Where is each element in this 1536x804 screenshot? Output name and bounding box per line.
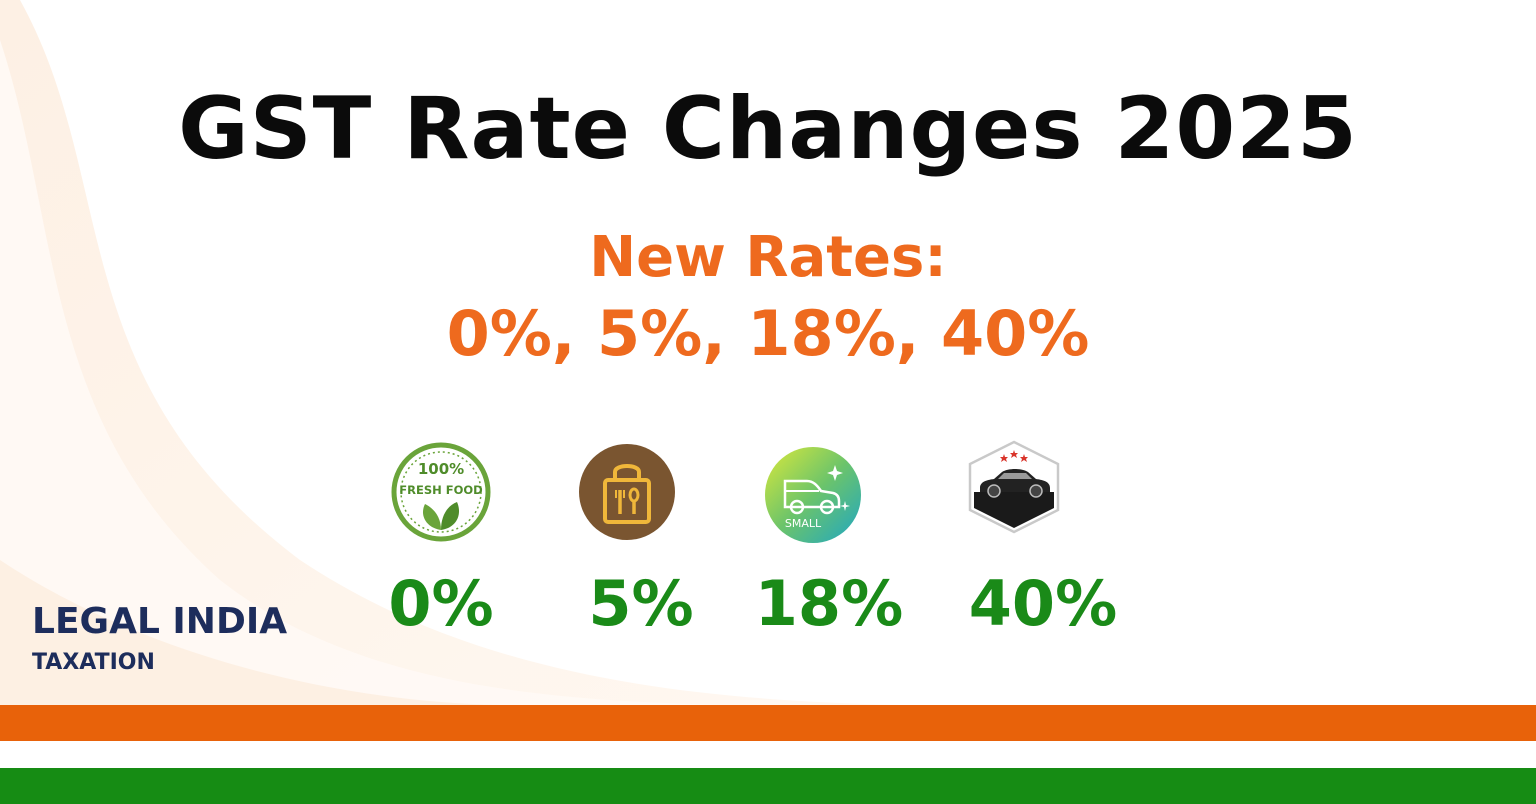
- brand-name: LEGAL INDIA: [32, 601, 288, 642]
- rate-label-40: 40%: [968, 567, 1118, 640]
- rate-item-0: 100% FRESH FOOD 0%: [341, 440, 541, 635]
- food-packaging-icon: [579, 444, 675, 540]
- rate-label-5: 5%: [588, 567, 694, 640]
- brand-tagline: TAXATION: [32, 650, 155, 675]
- rate-label-0: 0%: [388, 567, 494, 640]
- stripe-orange: [0, 705, 1536, 741]
- brand-logo: LEGAL INDIA TAXATION: [32, 600, 287, 678]
- fresh-food-percent-text: 100%: [418, 460, 464, 478]
- page-title: GST Rate Changes 2025: [178, 79, 1358, 179]
- rate-label-18: 18%: [754, 567, 904, 640]
- new-rates-heading: New Rates: 0%, 5%, 18%, 40%: [0, 222, 1536, 374]
- new-rates-list: 0%, 5%, 18%, 40%: [446, 297, 1090, 370]
- new-rates-label: New Rates:: [589, 225, 947, 290]
- rate-item-18: SMALL 18%: [713, 440, 913, 635]
- stripe-white: [0, 741, 1536, 768]
- small-car-text: SMALL: [785, 517, 822, 530]
- rate-item-5: 5%: [527, 440, 727, 635]
- fresh-food-text: FRESH FOOD: [399, 483, 482, 497]
- stripe-green: [0, 768, 1536, 804]
- rate-item-40: 40%: [914, 440, 1117, 635]
- small-car-icon: SMALL: [765, 447, 861, 543]
- fresh-food-badge-icon: 100% FRESH FOOD: [391, 442, 491, 542]
- luxury-car-icon: [968, 440, 1060, 534]
